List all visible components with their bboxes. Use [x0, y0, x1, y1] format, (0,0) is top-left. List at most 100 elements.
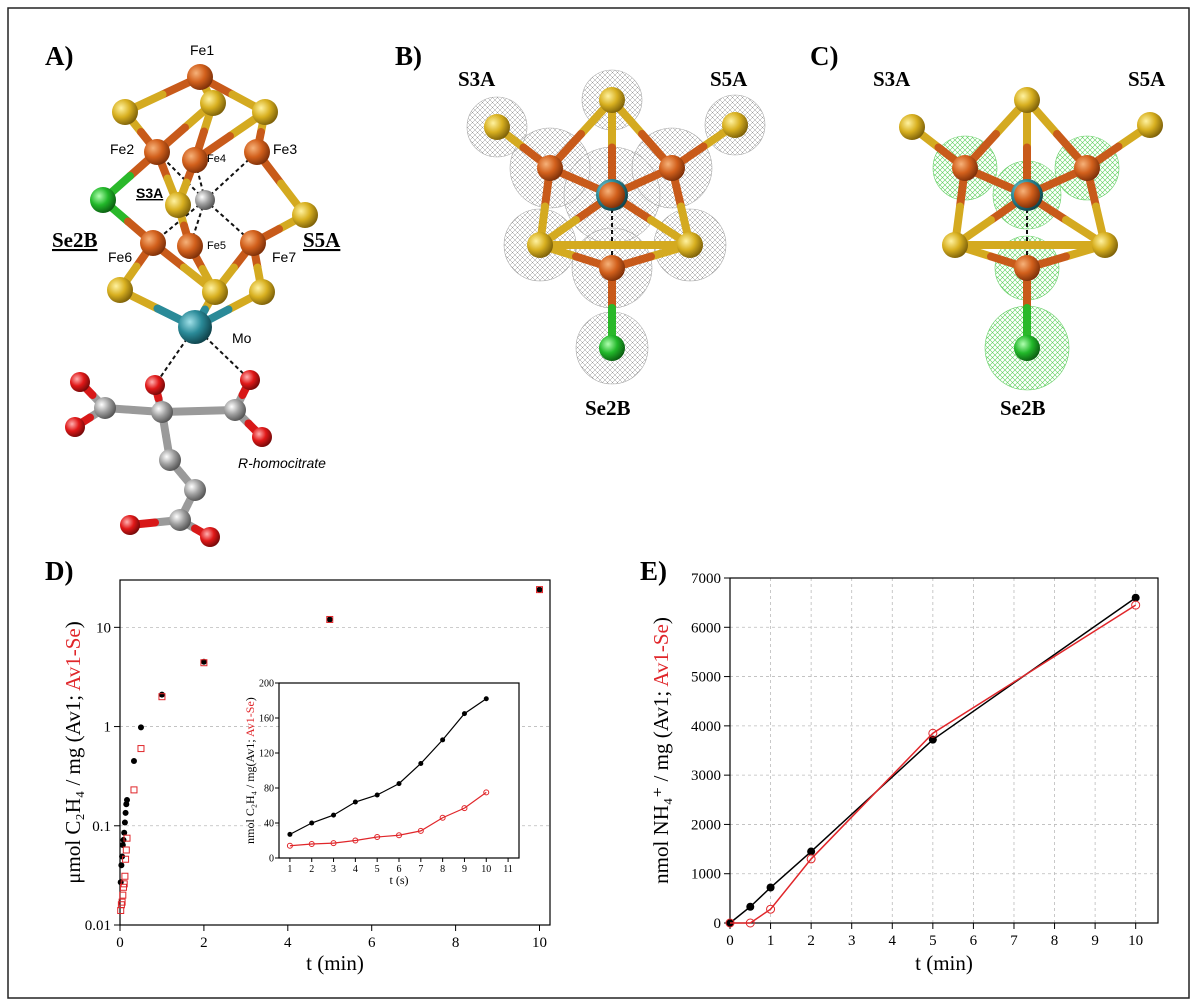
atom: [244, 139, 270, 165]
atom: [1014, 255, 1040, 281]
x-tick-label: 3: [848, 933, 856, 949]
y-axis-label-part: μmol C₂H₄ / mg (Av1;: [61, 691, 85, 884]
atom-label: Fe2: [110, 141, 134, 157]
data-point: [767, 884, 775, 892]
atom: [240, 230, 266, 256]
atom: [1014, 335, 1040, 361]
data-point: [120, 892, 126, 898]
atom: [677, 232, 703, 258]
atom: [942, 232, 968, 258]
atom: [252, 99, 278, 125]
page: {"panels": { "A": {"label": "A)", "atom_…: [0, 0, 1197, 1006]
atom: [527, 232, 553, 258]
atom: [120, 515, 140, 535]
x-tick-label: 8: [440, 864, 445, 875]
y-tick-label: 0: [269, 854, 274, 865]
data-point: [131, 787, 137, 793]
x-tick-label: 1: [287, 864, 292, 875]
atom: [107, 277, 133, 303]
data-point: [440, 737, 445, 742]
atom-label: R-homocitrate: [238, 455, 326, 471]
y-tick-label: 40: [264, 819, 274, 830]
atom: [90, 187, 116, 213]
atom: [112, 99, 138, 125]
atom: [200, 90, 226, 116]
atom: [1074, 155, 1100, 181]
atom-label: Fe7: [272, 249, 296, 265]
atom-label: Se2B: [585, 396, 631, 420]
atom-label: S5A: [303, 228, 341, 252]
data-point: [418, 761, 423, 766]
atom: [165, 192, 191, 218]
data-point: [309, 821, 314, 826]
data-point: [138, 724, 144, 730]
data-point: [138, 746, 144, 752]
atom-label: Se2B: [52, 228, 98, 252]
x-tick-label: 10: [532, 935, 547, 951]
x-tick-label: 7: [1010, 933, 1018, 949]
data-point: [118, 862, 124, 868]
atom: [1092, 232, 1118, 258]
charts: 0.010.11100246810t (min)μmol C₂H₄ / mg (…: [61, 571, 1158, 975]
data-point: [746, 903, 754, 911]
atom-label: Mo: [232, 330, 252, 346]
x-tick-label: 9: [1091, 933, 1099, 949]
x-tick-label: 8: [1051, 933, 1059, 949]
atom: [537, 155, 563, 181]
y-tick-label: 0.01: [85, 918, 111, 934]
data-point: [159, 692, 165, 698]
y-axis-label-part: Av1-Se: [61, 628, 85, 691]
inset-background: [279, 683, 519, 858]
x-tick-label: 10: [481, 864, 491, 875]
atom: [599, 335, 625, 361]
data-point: [327, 616, 333, 622]
atom: [159, 449, 181, 471]
x-tick-label: 8: [452, 935, 460, 951]
data-point: [123, 810, 129, 816]
x-tick-label: 1: [767, 933, 775, 949]
data-point: [287, 832, 292, 837]
data-point: [331, 813, 336, 818]
panel-label: E): [640, 556, 667, 586]
atom-label: Fe5: [207, 240, 226, 252]
x-tick-label: 4: [284, 935, 292, 951]
atom-label: Fe3: [273, 141, 297, 157]
structure-b: [467, 70, 765, 384]
y-axis-label-part: Av1-Se: [649, 624, 673, 687]
atom: [182, 147, 208, 173]
x-axis-label: t (min): [915, 951, 973, 975]
x-tick-label: 5: [929, 933, 937, 949]
y-axis-label: nmol C₂H₄ / mg(Av1; Av1-Se): [243, 697, 257, 844]
atom: [952, 155, 978, 181]
y-tick-label: 4000: [691, 719, 721, 735]
atom: [200, 527, 220, 547]
y-tick-label: 0.1: [92, 819, 111, 835]
x-axis-label: t (s): [390, 873, 409, 887]
y-axis-label-part: Av1-Se: [243, 701, 257, 737]
atom: [240, 370, 260, 390]
y-tick-label: 7000: [691, 571, 721, 587]
x-tick-label: 6: [970, 933, 978, 949]
atom: [169, 509, 191, 531]
atom-label: Fe6: [108, 249, 132, 265]
y-axis-label-part: nmol C₂H₄ / mg(Av1;: [243, 737, 257, 844]
y-tick-label: 120: [259, 749, 274, 760]
atom: [484, 114, 510, 140]
x-axis-label: t (min): [306, 951, 364, 975]
atom: [195, 190, 215, 210]
plot-frame: [730, 578, 1158, 923]
y-tick-label: 2000: [691, 817, 721, 833]
data-point: [123, 847, 129, 853]
atom: [177, 233, 203, 259]
atom-label: S3A: [873, 67, 911, 91]
atom: [599, 87, 625, 113]
y-tick-label: 3000: [691, 768, 721, 784]
structure-a: [65, 64, 318, 547]
atom: [659, 155, 685, 181]
panel-label: A): [45, 41, 74, 71]
atom-label: Fe4: [207, 153, 226, 165]
atom: [899, 114, 925, 140]
atom: [1137, 112, 1163, 138]
y-tick-label: 6000: [691, 620, 721, 636]
